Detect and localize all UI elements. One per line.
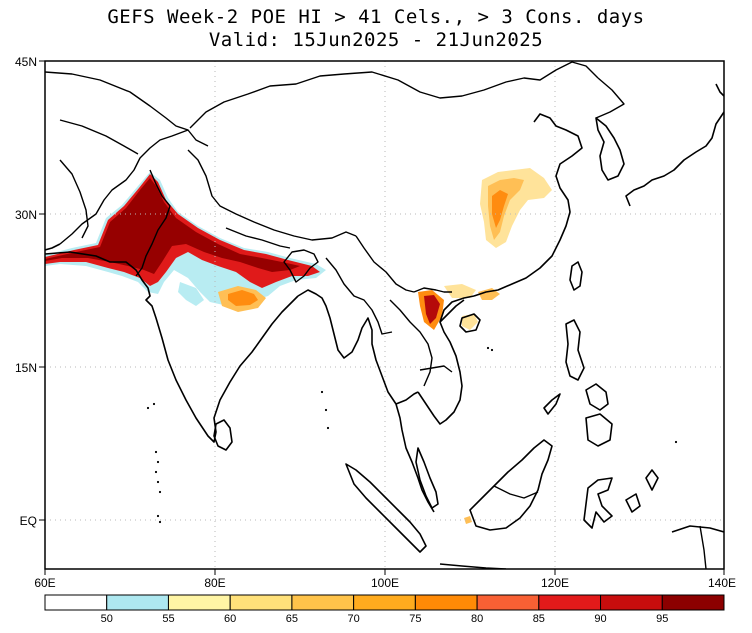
border-new-guinea	[699, 525, 707, 569]
colorbar-label: 70	[348, 613, 360, 625]
coast-moluccas	[625, 493, 641, 513]
colorbar-label: 75	[409, 613, 421, 625]
border-myanmar-china	[355, 235, 415, 293]
coast-japan-hokkaido	[715, 83, 724, 97]
shading-borneo-dot	[464, 516, 472, 524]
coast-halmahera	[645, 469, 659, 491]
country-borders	[45, 61, 707, 569]
y-tick-label: EQ	[20, 514, 37, 528]
y-tick-label: 45N	[15, 55, 37, 69]
shading-east-china-core	[492, 190, 508, 228]
colorbar-swatch	[167, 594, 231, 611]
y-tick-label: 15N	[15, 361, 37, 375]
coast-philippines-luzon	[565, 319, 585, 381]
coast-palawan	[543, 393, 561, 415]
colorbar-swatch	[661, 594, 725, 611]
colorbar: 50 55 60 65 70 75 80 85 90 95	[44, 594, 725, 625]
colorbar-label: 55	[162, 613, 174, 625]
x-tick-label: 80E	[204, 576, 225, 590]
shading-cyan-rim	[178, 282, 204, 306]
shading-vietnam-core	[424, 295, 440, 324]
coast-japan	[625, 111, 724, 207]
y-axis-labels: 45N 30N 15N EQ	[15, 55, 37, 528]
coast-tonkin	[439, 299, 465, 323]
border-china-mongolia	[189, 61, 599, 129]
x-tick-label: 120E	[541, 576, 569, 590]
shading-south-china-coast	[444, 284, 476, 298]
coast-china-east	[473, 113, 583, 297]
coast-philippines-mindanao	[585, 413, 613, 447]
coast-indochina	[417, 295, 475, 425]
colorbar-swatch	[291, 594, 355, 611]
map-title-line1: GEFS Week-2 POE HI > 41 Cels., > 3 Cons.…	[107, 6, 645, 28]
border-china-russia-northeast	[595, 77, 625, 119]
x-axis-labels: 60E 80E 100E 120E 140E	[34, 576, 736, 590]
colorbar-swatch	[538, 594, 602, 611]
coast-bay-of-bengal	[297, 289, 435, 513]
shading-core-dark	[45, 178, 300, 274]
map-area	[45, 61, 724, 569]
border-cambodia	[419, 365, 453, 373]
x-tick-label: 140E	[708, 576, 736, 590]
colorbar-swatch	[476, 594, 540, 611]
colorbar-label: 95	[656, 613, 668, 625]
colorbar-label: 65	[286, 613, 298, 625]
border-india-china	[187, 149, 357, 241]
grid-lines	[45, 61, 724, 569]
border-borneo-malaysia	[493, 485, 539, 499]
colorbar-swatch	[44, 594, 108, 611]
border-kazakh	[45, 71, 189, 131]
colorbar-swatch	[353, 594, 416, 611]
colorbar-swatch	[600, 594, 663, 611]
coast-taiwan	[569, 261, 583, 291]
coast-philippines-visayas	[585, 383, 609, 411]
probability-shading	[45, 168, 552, 524]
border-bangladesh	[283, 249, 319, 283]
coast-sulawesi	[583, 477, 613, 529]
y-tick-label: 30N	[15, 208, 37, 222]
coast-persian-gulf	[45, 243, 61, 251]
axis-ticks	[39, 60, 725, 575]
colorbar-label: 90	[594, 613, 606, 625]
coast-borneo	[469, 439, 553, 531]
colorbar-swatch	[106, 594, 169, 611]
x-tick-label: 100E	[371, 576, 399, 590]
small-islands	[146, 346, 678, 524]
coast-west-india	[45, 251, 299, 443]
border-iran-afghan	[59, 159, 89, 239]
colorbar-swatch	[414, 594, 478, 611]
border-vietnam-china	[413, 287, 452, 293]
coast-korea	[595, 117, 625, 181]
colorbar-label: 80	[471, 613, 483, 625]
colorbar-label: 50	[101, 613, 113, 625]
border-central-asia	[59, 119, 139, 155]
x-tick-label: 60E	[34, 576, 55, 590]
coast-gulf-thailand	[395, 391, 419, 405]
coast-malay-peninsula	[415, 447, 439, 509]
border-pakistan-india	[135, 169, 171, 277]
coast-sri-lanka	[213, 419, 233, 451]
coast-sumatra	[345, 463, 427, 553]
border-laos-thailand	[389, 299, 433, 387]
colorbar-swatch	[229, 594, 293, 611]
shading-central-india-inner	[228, 290, 258, 306]
border-nepal-south	[225, 227, 291, 249]
shading-hainan	[462, 314, 478, 330]
map-title-line2: Valid: 15Jun2025 - 21Jun2025	[208, 29, 544, 51]
border-myanmar	[325, 257, 393, 335]
colorbar-label: 60	[224, 613, 236, 625]
coast-hainan	[459, 313, 481, 333]
colorbar-label: 85	[533, 613, 545, 625]
